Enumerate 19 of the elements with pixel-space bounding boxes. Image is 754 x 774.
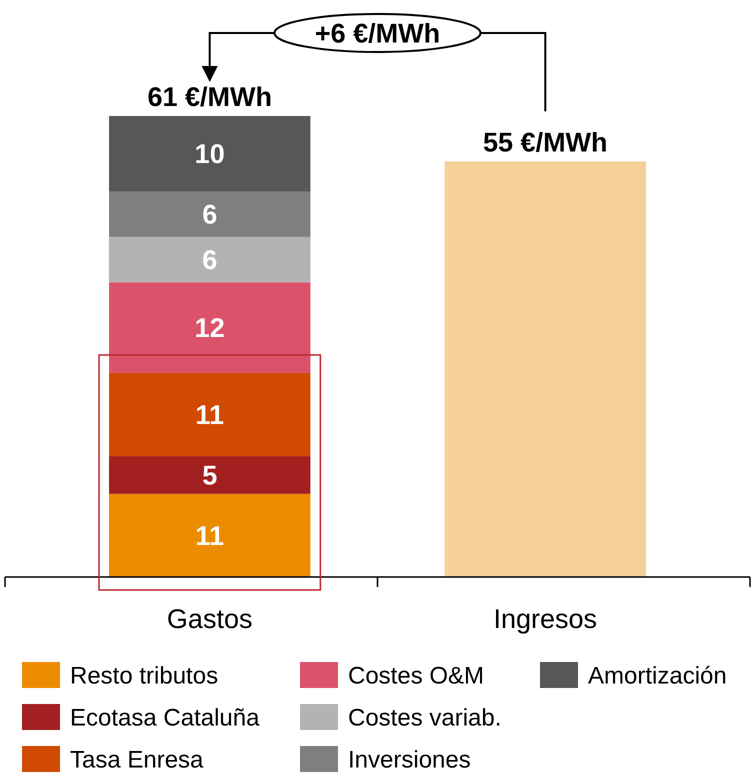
data-label: 6 [202, 245, 218, 276]
text: +6 €/MWh [314, 18, 440, 48]
legend-label: Costes variab. [348, 704, 502, 732]
legend-label: Tasa Enresa [70, 746, 204, 774]
x-tick-label: Gastos [166, 604, 252, 634]
data-label: 11 [195, 520, 224, 551]
data-label: 11 [195, 400, 224, 430]
data-label: 12 [194, 313, 225, 344]
data-label: 10 [194, 139, 225, 170]
legend-label: Resto tributos [70, 662, 218, 690]
legend-label: Inversiones [348, 746, 471, 774]
legend-label: Costes O&M [348, 662, 484, 690]
legend-label: Ecotasa Cataluña [70, 704, 260, 732]
x-tick-label: Ingresos [494, 604, 598, 634]
total-label: 61 €/MWh [147, 82, 272, 112]
legend-label: Amortización [588, 662, 727, 690]
data-label: 5 [202, 460, 218, 490]
total-label: 55 €/MWh [483, 127, 608, 158]
data-label: 6 [202, 200, 218, 230]
